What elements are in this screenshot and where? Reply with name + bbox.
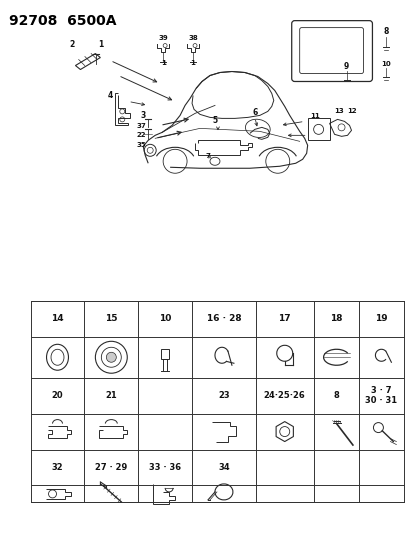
Text: 35: 35	[136, 142, 145, 148]
Text: 22: 22	[136, 132, 145, 139]
Text: 6: 6	[252, 108, 257, 117]
Text: 39: 39	[158, 35, 168, 41]
Text: 3: 3	[140, 111, 145, 120]
Text: 20: 20	[52, 391, 63, 400]
Bar	[161, 349, 169, 359]
Text: 10: 10	[159, 314, 171, 324]
Text: 2: 2	[70, 39, 75, 49]
Text: 15: 15	[105, 314, 117, 324]
Text: 12: 12	[346, 108, 356, 115]
Bar	[307, 118, 329, 140]
Text: 1: 1	[190, 60, 195, 66]
Text: 32: 32	[52, 463, 63, 472]
Text: 24·25·26: 24·25·26	[263, 391, 305, 400]
Text: 3 · 7
30 · 31: 3 · 7 30 · 31	[364, 386, 396, 406]
Text: 34: 34	[218, 463, 229, 472]
Text: 10: 10	[381, 61, 390, 67]
Text: 18: 18	[330, 314, 342, 324]
Text: 1: 1	[160, 60, 165, 66]
Text: 14: 14	[51, 314, 64, 324]
Text: 92708  6500A: 92708 6500A	[9, 14, 116, 28]
Text: 8: 8	[383, 27, 388, 36]
Text: 7: 7	[205, 154, 210, 159]
Text: 1: 1	[97, 39, 103, 49]
Circle shape	[106, 352, 116, 362]
Text: 16 · 28: 16 · 28	[206, 314, 241, 324]
Text: 21: 21	[105, 391, 117, 400]
Text: 33 · 36: 33 · 36	[149, 463, 181, 472]
Text: 38: 38	[188, 35, 197, 41]
Text: 4: 4	[107, 92, 113, 100]
Text: 17: 17	[278, 314, 290, 324]
Text: 13: 13	[334, 108, 344, 115]
Text: 11: 11	[309, 114, 319, 119]
Text: 19: 19	[374, 314, 387, 324]
Text: 23: 23	[218, 391, 229, 400]
Text: 9: 9	[343, 61, 348, 70]
Text: 5: 5	[212, 116, 217, 125]
Text: 27 · 29: 27 · 29	[95, 463, 127, 472]
Text: 8: 8	[333, 391, 339, 400]
Text: 37: 37	[136, 123, 146, 130]
